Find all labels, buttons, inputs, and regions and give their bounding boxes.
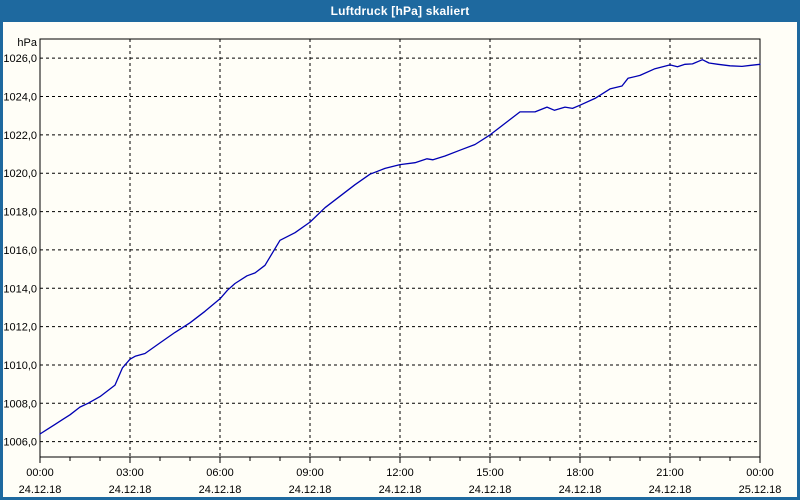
x-tick-date-label: 24.12.18 [109,484,152,496]
y-tick-label: 1010,0 [3,360,37,372]
y-tick-label: 1016,0 [3,245,37,257]
y-tick-label: 1020,0 [3,168,37,180]
x-tick-date-label: 24.12.18 [469,484,512,496]
y-tick-label: 1008,0 [3,398,37,410]
x-tick-date-label: 24.12.18 [19,484,62,496]
x-tick-time-label: 18:00 [566,467,594,479]
pressure-series-line [39,59,761,435]
x-tick-time-label: 09:00 [296,467,324,479]
x-tick-time-label: 06:00 [206,467,234,479]
x-tick-time-label: 00:00 [26,467,54,479]
x-tick-date-label: 25.12.18 [739,484,782,496]
x-tick-date-label: 24.12.18 [379,484,422,496]
x-tick-time-label: 00:00 [746,467,774,479]
y-axis-unit-label: hPa [17,37,37,49]
x-tick-date-label: 24.12.18 [199,484,242,496]
chart-content-area: hPa 1026,0 1024,0 1022,0 1020,0 1018,0 1016,0 1… [3,22,797,497]
y-tick-label: 1022,0 [3,130,37,142]
y-tick-label: 1014,0 [3,283,37,295]
window-title: Luftdruck [hPa] skaliert [330,4,470,18]
x-tick-time-label: 21:00 [656,467,684,479]
x-tick-date-label: 24.12.18 [289,484,332,496]
y-tick-label: 1012,0 [3,322,37,334]
y-tick-label: 1024,0 [3,92,37,104]
pressure-line-chart: hPa 1026,0 1024,0 1022,0 1020,0 1018,0 1016,0 1… [3,37,782,496]
x-tick-time-label: 15:00 [476,467,504,479]
x-tick-date-label: 24.12.18 [649,484,692,496]
x-tick-time-label: 12:00 [386,467,414,479]
y-tick-label: 1006,0 [3,437,37,449]
x-tick-time-label: 03:00 [116,467,144,479]
window-titlebar: Luftdruck [hPa] skaliert [0,0,800,22]
y-tick-label: 1018,0 [3,207,37,219]
x-tick-date-label: 24.12.18 [559,484,602,496]
y-tick-label: 1026,0 [3,53,37,65]
